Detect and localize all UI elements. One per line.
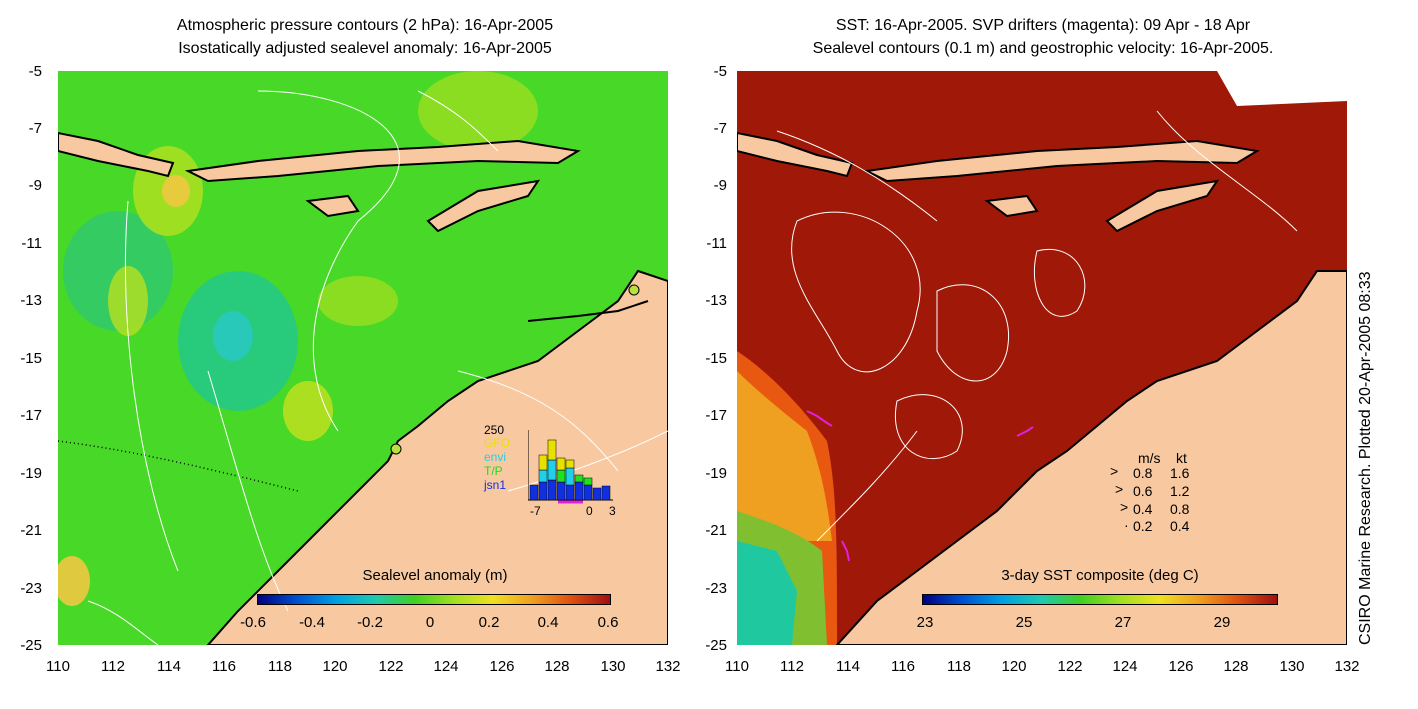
sealevel-colorbar xyxy=(257,594,611,605)
velocity-row-kt: 0.8 xyxy=(1170,501,1190,517)
legend-jsn1: jsn1 xyxy=(484,478,507,492)
velocity-row-kt: 0.4 xyxy=(1170,518,1190,534)
x-tick: 126 xyxy=(1168,658,1194,675)
histogram-x-tick: 0 xyxy=(586,504,593,518)
sst-map[interactable] xyxy=(737,71,1347,645)
velocity-row-ms: 0.4 xyxy=(1133,501,1153,517)
colorbar-tick: 0.2 xyxy=(478,614,500,631)
x-tick: 132 xyxy=(1334,658,1360,675)
x-tick: 124 xyxy=(433,658,459,675)
sst-colorbar-title: 3-day SST composite (deg C) xyxy=(1001,567,1199,584)
y-tick: -17 xyxy=(705,407,727,424)
colorbar-tick: 29 xyxy=(1213,614,1231,631)
y-tick: -13 xyxy=(20,292,42,309)
y-tick: -11 xyxy=(21,235,42,252)
velocity-header-kt: kt xyxy=(1176,450,1187,466)
colorbar-tick: -0.6 xyxy=(240,614,266,631)
x-tick: 126 xyxy=(489,658,515,675)
x-tick: 118 xyxy=(268,658,292,675)
velocity-header-ms: m/s xyxy=(1138,450,1161,466)
histogram-x-tick: -7 xyxy=(530,504,541,518)
left-title-line2: Isostatically adjusted sealevel anomaly:… xyxy=(178,40,552,57)
y-tick: -7 xyxy=(713,120,727,137)
y-tick: -5 xyxy=(28,63,42,80)
legend-gfo: GFO xyxy=(484,436,510,450)
x-tick: 122 xyxy=(1057,658,1083,675)
y-tick: -23 xyxy=(705,580,727,597)
velocity-row-ms: 0.2 xyxy=(1133,518,1153,534)
y-tick: -15 xyxy=(20,350,42,367)
legend-envi: envi xyxy=(484,450,507,464)
x-tick: 110 xyxy=(725,658,749,675)
velocity-arrow-icon: > xyxy=(1110,463,1119,479)
colorbar-tick: 23 xyxy=(916,614,934,631)
y-tick: -15 xyxy=(705,350,727,367)
y-tick: -7 xyxy=(28,120,42,137)
velocity-arrow-icon: · xyxy=(1124,517,1129,533)
x-tick: 118 xyxy=(947,658,971,675)
y-tick: -17 xyxy=(20,407,42,424)
x-tick: 128 xyxy=(544,658,570,675)
y-tick: -13 xyxy=(705,292,727,309)
x-tick: 120 xyxy=(322,658,348,675)
x-tick: 122 xyxy=(378,658,404,675)
sst-colorbar xyxy=(922,594,1278,605)
colorbar-tick: 27 xyxy=(1114,614,1132,631)
histogram-max-label: 250 xyxy=(484,423,505,437)
y-tick: -19 xyxy=(20,465,42,482)
x-tick: 114 xyxy=(836,658,860,675)
y-tick: -25 xyxy=(705,637,727,654)
x-tick: 130 xyxy=(1279,658,1305,675)
x-tick: 124 xyxy=(1112,658,1138,675)
x-tick: 116 xyxy=(891,658,915,675)
x-tick: 112 xyxy=(101,658,125,675)
x-tick: 132 xyxy=(655,658,681,675)
y-tick: -9 xyxy=(28,177,42,194)
right-title-line1: SST: 16-Apr-2005. SVP drifters (magenta)… xyxy=(835,17,1251,34)
y-tick: -19 xyxy=(705,465,727,482)
velocity-row-ms: 0.6 xyxy=(1133,483,1153,499)
velocity-arrow-icon: > xyxy=(1115,481,1124,497)
colorbar-tick: 0.4 xyxy=(537,614,559,631)
colorbar-tick: 25 xyxy=(1015,614,1033,631)
legend-tp: T/P xyxy=(484,464,503,478)
y-tick: -25 xyxy=(20,637,42,654)
velocity-row-ms: 0.8 xyxy=(1133,465,1153,481)
y-tick: -23 xyxy=(20,580,42,597)
x-tick: 112 xyxy=(780,658,804,675)
velocity-row-kt: 1.6 xyxy=(1170,465,1190,481)
velocity-arrow-icon: > xyxy=(1120,499,1129,515)
colorbar-tick: -0.2 xyxy=(357,614,383,631)
left-title-line1: Atmospheric pressure contours (2 hPa): 1… xyxy=(176,17,554,34)
sealevel-colorbar-title: Sealevel anomaly (m) xyxy=(362,567,508,584)
x-tick: 116 xyxy=(212,658,236,675)
y-tick: -21 xyxy=(20,522,42,539)
x-tick: 130 xyxy=(600,658,626,675)
sealevel-anomaly-map[interactable] xyxy=(58,71,668,645)
colorbar-tick: -0.4 xyxy=(299,614,325,631)
x-tick: 128 xyxy=(1223,658,1249,675)
y-tick: -21 xyxy=(705,522,727,539)
right-title-line2: Sealevel contours (0.1 m) and geostrophi… xyxy=(812,40,1274,57)
x-tick: 120 xyxy=(1001,658,1027,675)
plot-credit: CSIRO Marine Research. Plotted 20-Apr-20… xyxy=(1357,271,1374,645)
histogram-x-tick: 3 xyxy=(609,504,616,518)
y-tick: -11 xyxy=(706,235,727,252)
velocity-row-kt: 1.2 xyxy=(1170,483,1190,499)
y-tick: -9 xyxy=(713,177,727,194)
colorbar-tick: 0 xyxy=(425,614,435,631)
colorbar-tick: 0.6 xyxy=(597,614,619,631)
x-tick: 114 xyxy=(157,658,181,675)
histogram-bars xyxy=(528,430,613,504)
x-tick: 110 xyxy=(46,658,70,675)
y-tick: -5 xyxy=(713,63,727,80)
